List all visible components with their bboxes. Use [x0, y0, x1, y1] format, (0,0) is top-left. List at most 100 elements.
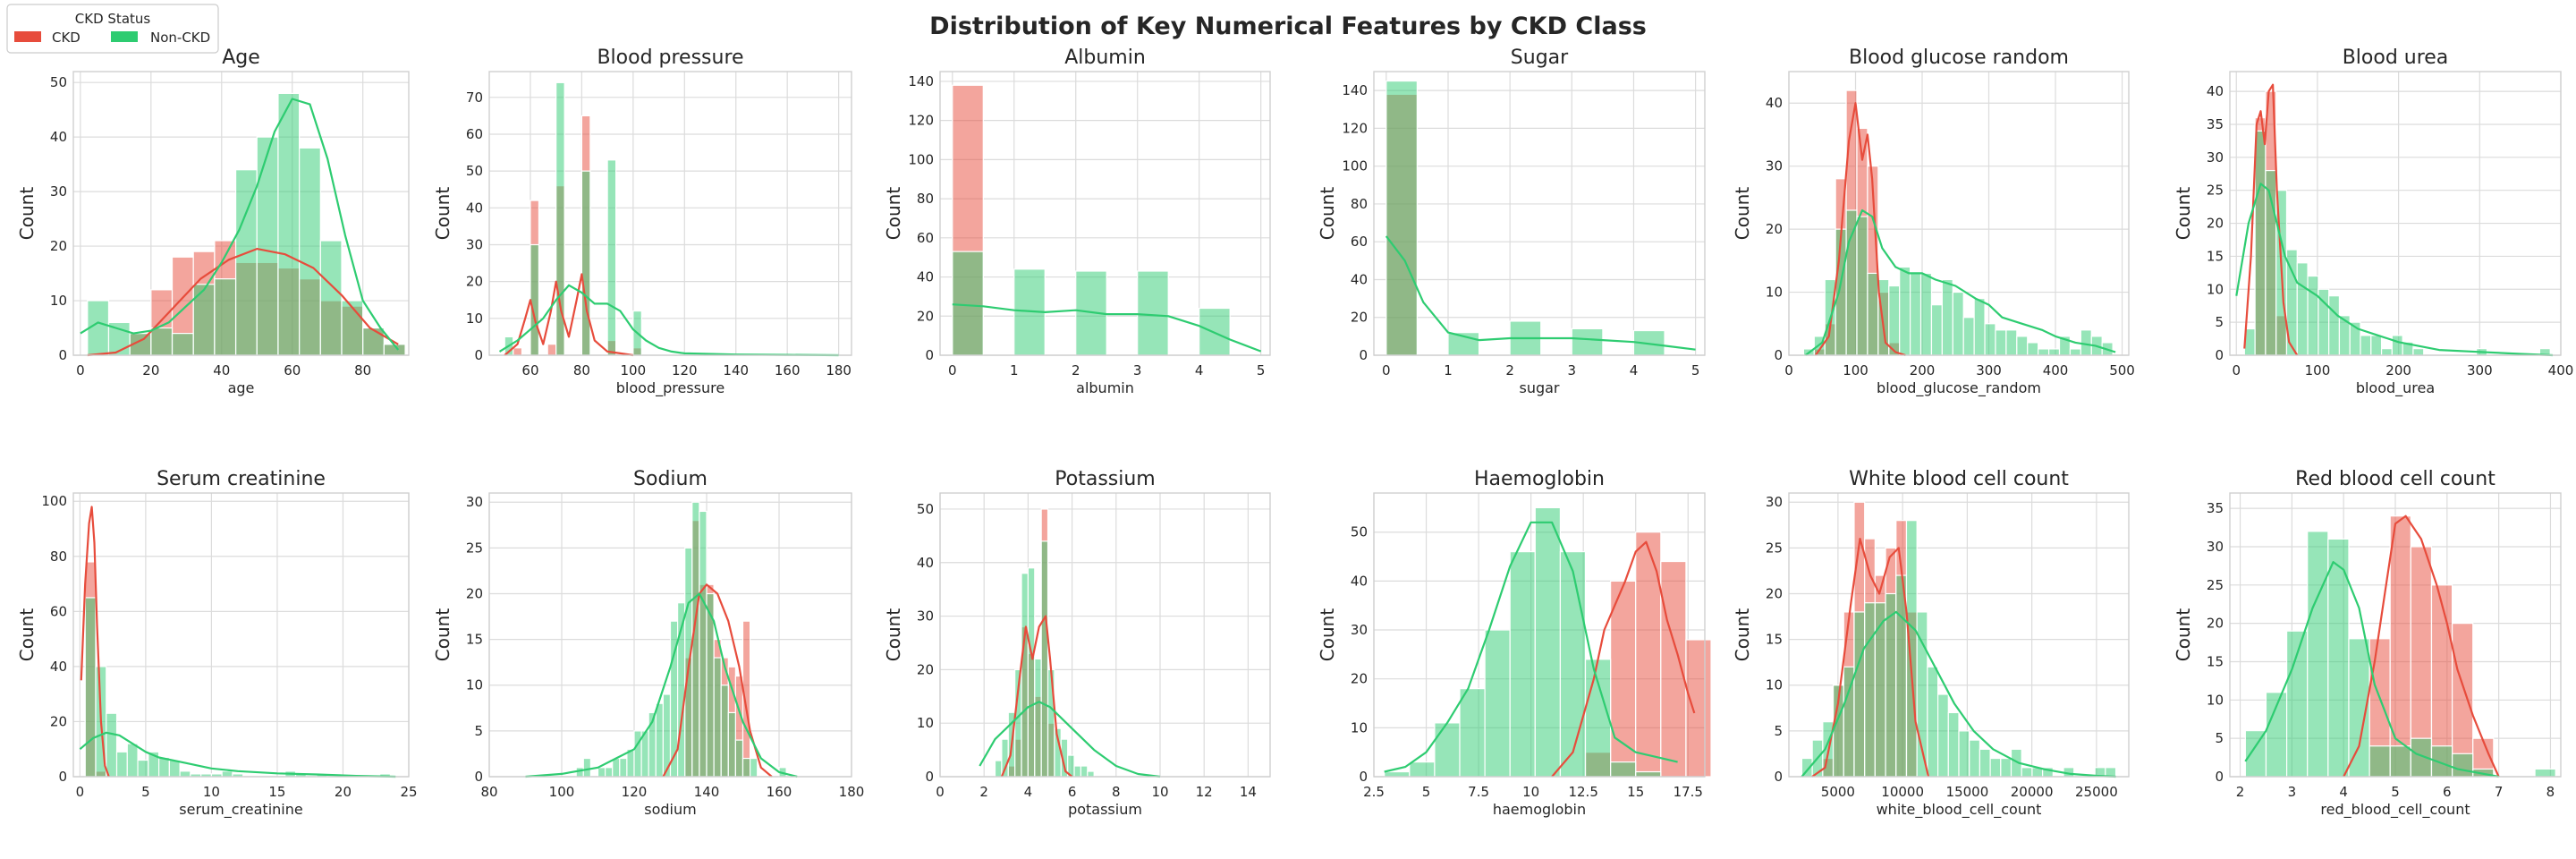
bar-non-ckd: [1984, 323, 1996, 356]
bar-non-ckd: [1845, 209, 1858, 356]
y-tick-label: 5: [1774, 723, 1783, 739]
y-tick-label: 20: [917, 308, 934, 324]
bar-non-ckd: [749, 757, 758, 778]
y-tick-label: 70: [466, 89, 483, 106]
bar-ckd: [2389, 515, 2411, 778]
y-tick-label: 50: [917, 501, 934, 517]
x-tick-label: 140: [694, 784, 720, 800]
bar-non-ckd: [1635, 770, 1662, 778]
bar-non-ckd: [1969, 739, 1981, 778]
bar-non-ckd: [1610, 761, 1637, 778]
y-axis-label: Count: [1317, 608, 1338, 662]
bar-non-ckd: [2000, 757, 2012, 778]
y-tick-label: 20: [1351, 671, 1368, 687]
x-tick-label: 15: [1627, 784, 1644, 800]
x-tick-label: 8: [1112, 784, 1121, 800]
y-axis-label: Count: [432, 608, 453, 662]
y-tick-label: 50: [1351, 524, 1368, 540]
x-axis-label: albumin: [1076, 379, 1134, 396]
x-tick-label: 4: [2339, 784, 2348, 800]
x-tick-label: 15000: [1946, 784, 1989, 800]
bar-ckd: [547, 344, 557, 356]
bar-non-ckd: [741, 757, 751, 778]
plot-border: [1788, 492, 2130, 778]
x-tick-label: 5: [1422, 784, 1431, 800]
legend: CKD Status CKD Non-CKD: [6, 4, 219, 54]
bar-non-ckd: [221, 770, 233, 778]
y-tick-label: 0: [1359, 347, 1368, 363]
x-tick-label: 400: [2548, 362, 2574, 378]
plot-border: [1373, 492, 1706, 778]
y-tick-label: 35: [2207, 116, 2224, 132]
x-tick-label: 1: [1444, 362, 1453, 378]
bar-non-ckd: [1888, 285, 1901, 356]
bar-non-ckd: [1930, 304, 1943, 356]
bar-non-ckd: [1137, 270, 1169, 356]
bar-non-ckd: [1885, 592, 1897, 778]
bar-non-ckd: [699, 510, 708, 778]
kde-ckd: [80, 506, 110, 778]
x-tick-label: 1: [1010, 362, 1019, 378]
panel-title: Blood glucose random: [1849, 47, 2069, 69]
kde-ckd: [2243, 83, 2299, 356]
y-tick-label: 25: [1766, 540, 1783, 556]
bar-non-ckd: [2080, 329, 2092, 356]
bar-non-ckd: [1034, 658, 1042, 778]
x-tick-label: 25000: [2075, 784, 2118, 800]
y-tick-label: 40: [466, 200, 483, 216]
x-tick-label: 0: [1382, 362, 1391, 378]
bar-non-ckd: [2380, 348, 2393, 356]
x-tick-label: 100: [549, 784, 575, 800]
y-tick-label: 50: [50, 74, 67, 90]
y-tick-label: 25: [2207, 577, 2224, 593]
bar-non-ckd: [319, 240, 343, 356]
x-tick-label: 300: [2467, 362, 2493, 378]
x-tick-label: 14: [1240, 784, 1257, 800]
y-tick-label: 100: [1342, 158, 1368, 174]
bar-non-ckd: [1385, 80, 1419, 356]
x-tick-label: 40: [213, 362, 230, 378]
panel-title: Blood urea: [2343, 47, 2449, 69]
bar-non-ckd: [1021, 573, 1030, 778]
x-tick-label: 100: [2305, 362, 2331, 378]
legend-frame: [6, 4, 219, 54]
y-tick-label: 20: [917, 661, 934, 677]
panel-5: 0 100 200 300 400 500 0 10 20 30 40 Blood glucose r…: [1732, 47, 2135, 397]
y-tick-label: 140: [1342, 82, 1368, 98]
x-axis-label: blood_urea: [2356, 379, 2435, 397]
bar-non-ckd: [1962, 317, 1975, 356]
bar-non-ckd: [2391, 335, 2403, 356]
bar-non-ckd: [2244, 729, 2267, 778]
x-axis-label: white_blood_cell_count: [1877, 801, 2042, 819]
x-tick-label: 160: [775, 362, 801, 378]
y-tick-label: 40: [2207, 83, 2224, 99]
bar-non-ckd: [1027, 567, 1036, 778]
panel-title: Potassium: [1055, 468, 1155, 490]
panel-3: 0 1 2 3 4 5 0 20 40 60 80 100 120 140 Albumin albumin Co…: [883, 47, 1271, 396]
x-tick-label: 10000: [1881, 784, 1924, 800]
y-tick-label: 10: [2207, 281, 2224, 297]
y-tick-label: 10: [466, 677, 483, 693]
bar-non-ckd: [727, 711, 736, 778]
x-tick-label: 8: [2546, 784, 2555, 800]
bar-non-ckd: [1905, 520, 1918, 778]
y-tick-label: 30: [1766, 494, 1783, 510]
y-tick-label: 0: [1774, 347, 1783, 363]
bar-non-ckd: [2016, 336, 2029, 356]
y-tick-label: 20: [466, 585, 483, 601]
plot-border: [1373, 71, 1706, 356]
bar-non-ckd: [597, 767, 606, 778]
bar-non-ckd: [126, 743, 139, 778]
x-tick-label: 60: [284, 362, 301, 378]
bar-non-ckd: [2389, 745, 2411, 778]
plot-border: [939, 492, 1271, 778]
kde-non-ckd: [1801, 610, 2116, 778]
x-axis-label: red_blood_cell_count: [2320, 801, 2470, 819]
x-tick-label: 4: [1630, 362, 1639, 378]
y-tick-label: 50: [466, 163, 483, 179]
kde-non-ckd: [1804, 208, 2116, 356]
y-tick-label: 30: [1766, 158, 1783, 174]
y-tick-label: 120: [908, 113, 934, 129]
x-tick-label: 6: [2443, 784, 2452, 800]
